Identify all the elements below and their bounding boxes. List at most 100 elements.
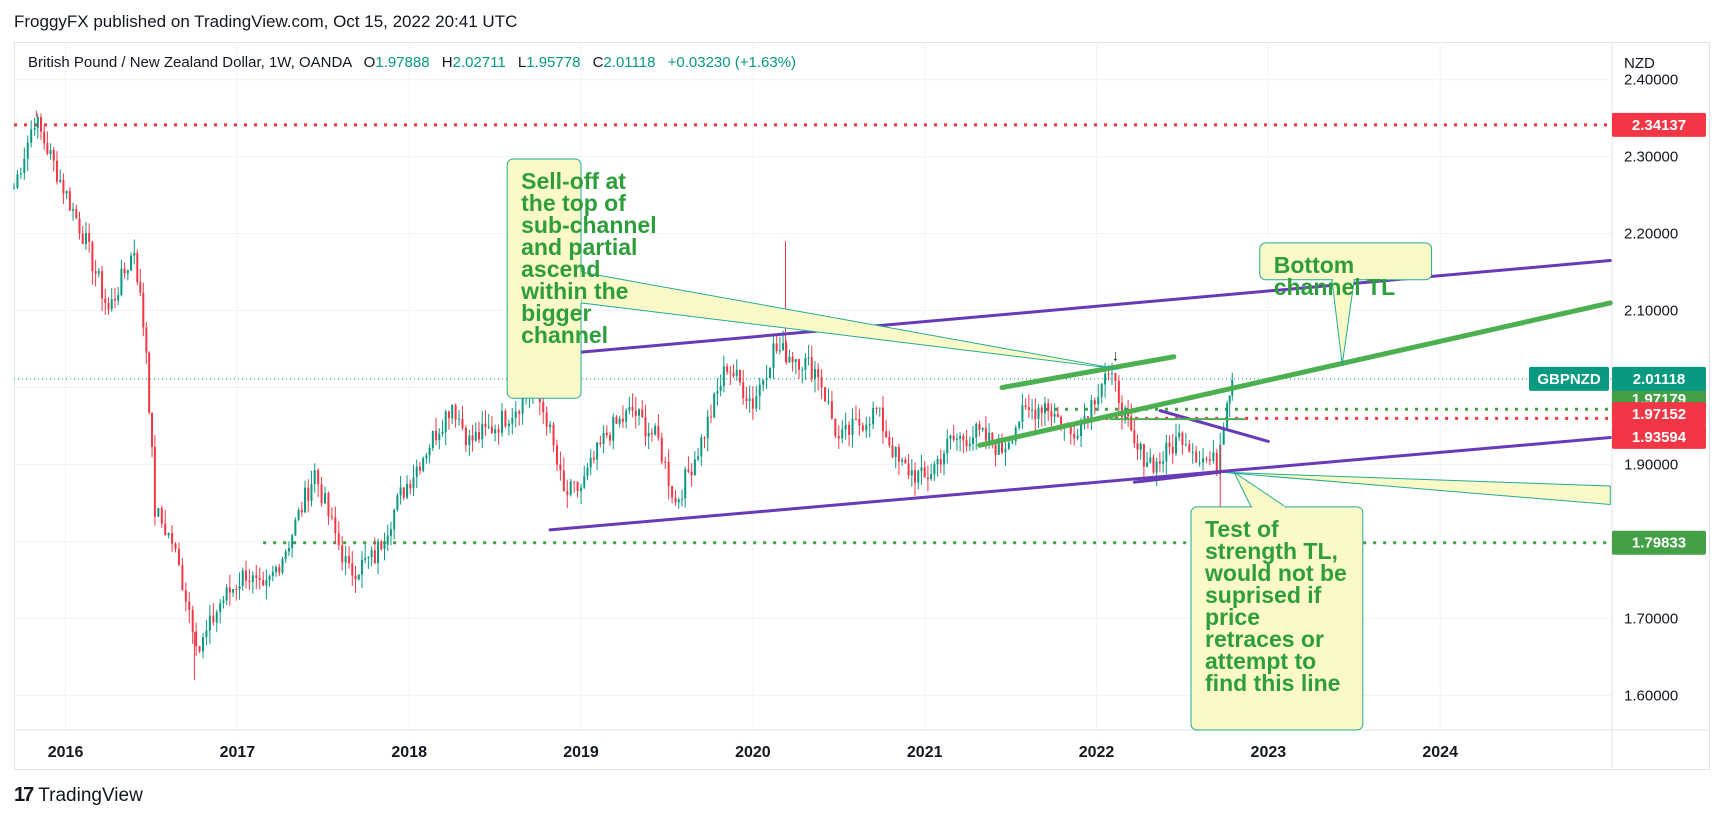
candle-body bbox=[981, 427, 984, 430]
candle-body bbox=[868, 424, 871, 426]
candle-body bbox=[72, 209, 75, 211]
candle-body bbox=[291, 535, 294, 549]
purple-short-down bbox=[1158, 409, 1270, 443]
candle-body bbox=[583, 476, 586, 488]
candle-body bbox=[300, 509, 303, 513]
candle-body bbox=[1110, 373, 1113, 375]
candle-body bbox=[65, 191, 68, 194]
candle-body bbox=[126, 270, 129, 274]
candle-body bbox=[406, 483, 409, 498]
change-value: +0.03230 (+1.63%) bbox=[667, 54, 797, 71]
candle-body bbox=[461, 418, 464, 428]
candle-body bbox=[684, 469, 687, 499]
candle-body bbox=[1228, 395, 1231, 404]
callout-text-line: within the bbox=[520, 278, 628, 304]
candle-body bbox=[1181, 432, 1184, 445]
candle-body bbox=[851, 418, 854, 435]
candle-body bbox=[820, 377, 823, 388]
candle-body bbox=[367, 556, 370, 559]
candle-body bbox=[174, 543, 177, 549]
candle-body bbox=[894, 447, 897, 457]
candle-body bbox=[521, 396, 524, 414]
band bbox=[1220, 471, 1611, 506]
price-tag bbox=[1612, 530, 1706, 555]
candle-body bbox=[1093, 400, 1096, 405]
candle-body bbox=[208, 615, 211, 631]
year-tick-label: 2016 bbox=[48, 744, 84, 761]
candle-body bbox=[854, 418, 857, 420]
candle-body bbox=[1104, 373, 1107, 385]
candle-body bbox=[412, 477, 415, 489]
candle-body bbox=[26, 142, 29, 159]
callout-text-line: strength TL, bbox=[1205, 538, 1338, 564]
callout-text-line: attempt to bbox=[1205, 648, 1316, 674]
candle-body bbox=[1178, 432, 1181, 438]
candle-body bbox=[1133, 430, 1136, 444]
candle-body bbox=[139, 282, 142, 293]
callout-text-line: would not be bbox=[1204, 560, 1347, 586]
candle-body bbox=[364, 558, 367, 560]
close-value: 2.01118 bbox=[603, 54, 656, 71]
price-tick-label: 1.60000 bbox=[1624, 687, 1678, 704]
candle-body bbox=[742, 382, 745, 399]
candle-body bbox=[278, 567, 281, 573]
candle-body bbox=[1146, 462, 1149, 467]
candle-body bbox=[235, 589, 238, 591]
candle-body bbox=[865, 424, 868, 431]
candle-body bbox=[837, 436, 840, 439]
tradingview-logo[interactable]: 17 TradingView bbox=[14, 784, 143, 807]
candle-body bbox=[625, 410, 628, 422]
tradingview-logo-icon: 17 bbox=[14, 784, 34, 806]
callout-text-line: channel bbox=[521, 322, 608, 348]
purple-short-bottom bbox=[1132, 470, 1222, 484]
candle-body bbox=[1027, 407, 1030, 410]
candle-body bbox=[494, 429, 497, 434]
candle-body bbox=[722, 366, 725, 387]
callout-text-line: retraces or bbox=[1205, 626, 1324, 652]
candle-body bbox=[337, 533, 340, 546]
candle-body bbox=[1076, 436, 1079, 439]
candle-body bbox=[602, 432, 605, 445]
candle-body bbox=[511, 417, 514, 424]
candle-body bbox=[755, 396, 758, 409]
candle-body bbox=[1073, 433, 1076, 439]
candle-body bbox=[576, 481, 579, 492]
callout-text-line: bigger bbox=[521, 300, 591, 326]
candle-body bbox=[167, 532, 170, 536]
candle-body bbox=[228, 587, 231, 593]
callout-text-line: the top of bbox=[521, 190, 626, 216]
candle-body bbox=[268, 576, 271, 581]
candle-body bbox=[968, 443, 971, 447]
chart-frame bbox=[14, 42, 1710, 770]
candle-body bbox=[271, 571, 274, 577]
candle-body bbox=[844, 424, 847, 430]
candle-body bbox=[287, 548, 290, 552]
publish-header: FroggyFX published on TradingView.com, O… bbox=[14, 12, 518, 31]
candle-body bbox=[373, 550, 376, 564]
candle-body bbox=[177, 548, 180, 565]
price-tag bbox=[1612, 424, 1706, 449]
candle-body bbox=[901, 459, 904, 462]
candle-body bbox=[762, 379, 765, 385]
candle-body bbox=[621, 418, 624, 422]
candle-body bbox=[304, 487, 307, 513]
low-label: L bbox=[517, 54, 527, 71]
candle-body bbox=[758, 384, 761, 397]
open-label: O bbox=[363, 54, 376, 71]
candle-body bbox=[700, 437, 703, 457]
candle-body bbox=[507, 423, 510, 427]
candle-body bbox=[377, 541, 380, 564]
candle-body bbox=[644, 417, 647, 437]
down-arrow-icon: ↓ bbox=[1112, 348, 1120, 365]
price-tick-label: 2.40000 bbox=[1624, 72, 1678, 89]
candle-body bbox=[52, 150, 55, 161]
candle-body bbox=[55, 160, 58, 182]
candle-body bbox=[841, 429, 844, 439]
candle-body bbox=[559, 464, 562, 471]
candle-body bbox=[238, 586, 241, 590]
candle-body bbox=[580, 487, 583, 492]
year-tick-label: 2017 bbox=[220, 744, 256, 761]
candle-body bbox=[549, 424, 552, 428]
